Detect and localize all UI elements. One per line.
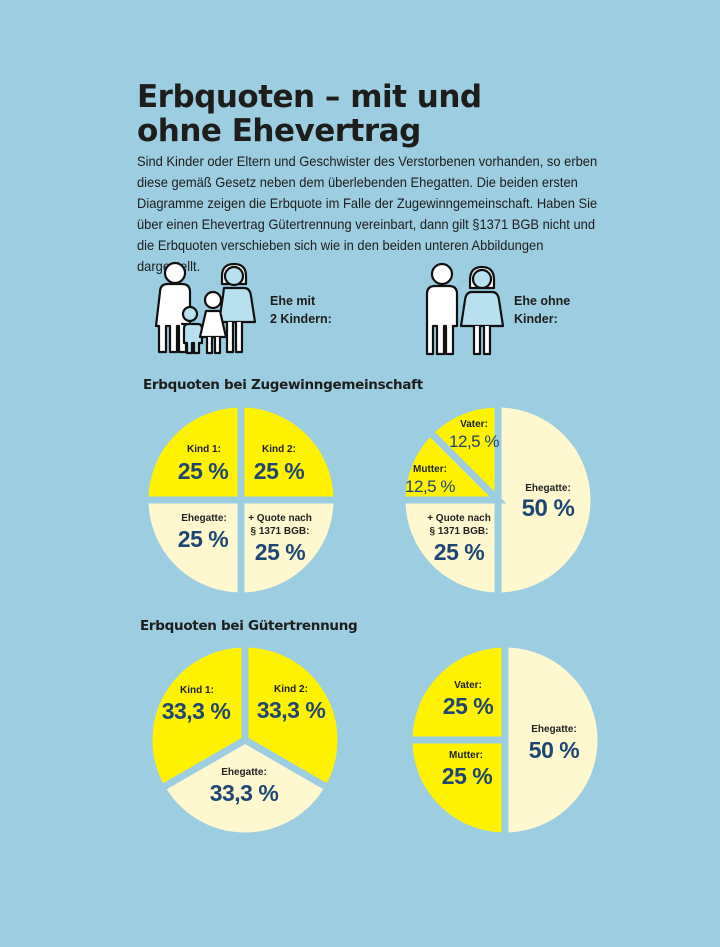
page-title: Erbquoten – mit und ohne Ehevertrag: [137, 80, 482, 148]
pie1-ehegatte-label: Ehegatte:: [181, 513, 227, 524]
pie3-slice-ehegatte: [157, 735, 333, 840]
pie1-ehegatte-value: 25 %: [177, 526, 229, 552]
pie4-ehegatte-label: Ehegatte:: [531, 724, 577, 735]
pie3-ehegatte-value: 33,3 %: [209, 780, 279, 806]
pie4-vater-label: Vater:: [454, 680, 482, 691]
pie4-mutter-label: Mutter:: [449, 750, 483, 761]
family-label-without-children: Ehe ohne Kinder:: [514, 294, 571, 326]
pie3-kind1-value: 33,3 %: [161, 698, 231, 724]
pie2-slice-vater: [425, 400, 502, 509]
pie3-ehegatte-label: Ehegatte:: [221, 767, 267, 778]
pie1-kind2-label: Kind 2:: [262, 444, 296, 455]
pie1-kind1-label: Kind 1:: [187, 444, 221, 455]
pie1-slice-kind-2: [237, 400, 341, 504]
pie2-ehegatte-label: Ehegatte:: [525, 483, 571, 494]
title-line-1: Erbquoten – mit und: [137, 79, 482, 115]
pie1-slice--quote-nach-1371-bgb: [237, 496, 341, 600]
pie4-slice-vater: [405, 640, 509, 744]
pie1-slice-ehegatte: [141, 496, 245, 600]
pie3-kind1-label: Kind 1:: [180, 685, 214, 696]
pie1-slice-kind-1: [141, 400, 245, 504]
pie2-slice--quote-nach-1371-bgb: [398, 496, 502, 600]
family-label-with-children: Ehe mit 2 Kindern:: [270, 294, 332, 326]
pie4-slice-mutter: [405, 736, 509, 840]
couple-icon: [425, 262, 504, 356]
pie1-kind2-value: 25 %: [253, 458, 305, 484]
pie2-vater-value: 12,5 %: [449, 432, 499, 451]
pie2-quote-label: + Quote nach § 1371 BGB:: [427, 513, 491, 537]
pie2-ehegatte-value: 50 %: [521, 495, 575, 522]
title-line-2: ohne Ehevertrag: [137, 113, 421, 149]
pie3-slice-kind-1: [145, 640, 249, 793]
section-heading-guetertrennung: Erbquoten bei Gütertrennung: [140, 618, 358, 634]
pie4-vater-value: 25 %: [442, 693, 494, 719]
pie1-quote-value: 25 %: [254, 539, 306, 565]
pie4-mutter-value: 25 %: [441, 763, 493, 789]
pie2-vater-label: Vater:: [460, 419, 488, 430]
pie1-kind1-value: 25 %: [177, 458, 229, 484]
pie2-mutter-value: 12,5 %: [405, 477, 455, 496]
pie3-kind2-label: Kind 2:: [274, 684, 308, 695]
pie4-ehegatte-value: 50 %: [528, 737, 580, 763]
pie2-slice-ehegatte: [494, 400, 598, 600]
pie4-slice-ehegatte: [501, 640, 605, 840]
pie1-quote-label: + Quote nach § 1371 BGB:: [248, 513, 312, 537]
intro-text: Sind Kinder oder Eltern und Geschwister …: [137, 154, 598, 274]
family-with-two-children-icon: [154, 261, 257, 355]
pie3-kind2-value: 33,3 %: [256, 697, 326, 723]
pie2-quote-value: 25 %: [433, 539, 485, 565]
pie2-mutter-label: Mutter:: [413, 464, 447, 475]
section-heading-zugewinn: Erbquoten bei Zugewinngemeinschaft: [143, 377, 423, 393]
